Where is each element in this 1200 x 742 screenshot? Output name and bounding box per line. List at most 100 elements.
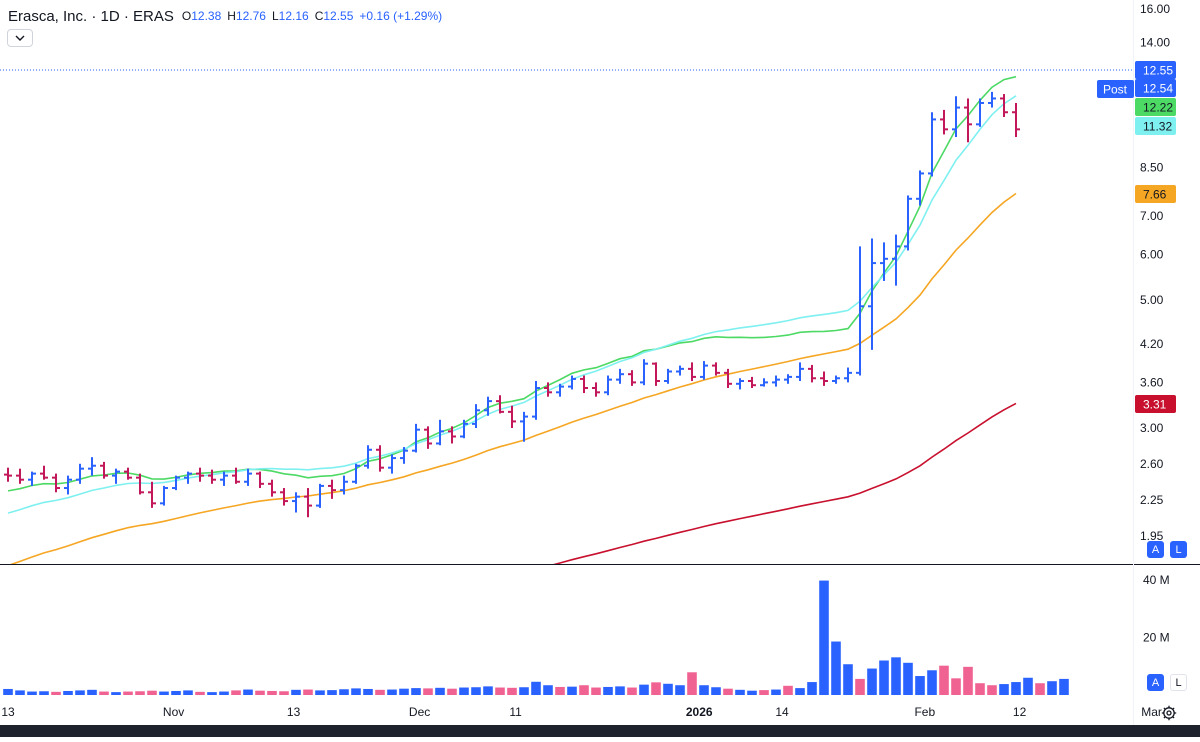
price-badges: 12.55 12.54 12.22 11.32 7.66 3.31 Post xyxy=(1097,61,1176,413)
price-badge-bg xyxy=(1135,185,1176,203)
ohlc-bar xyxy=(448,426,456,444)
volume-tick-label: 20 M xyxy=(1143,631,1170,645)
ohlc-bar xyxy=(796,362,804,382)
volume-bar xyxy=(339,689,349,695)
ohlc-bar xyxy=(724,368,732,389)
volume-bar xyxy=(939,665,949,695)
volume-bar xyxy=(255,690,265,695)
price-auto-scale-button[interactable]: A xyxy=(1147,541,1164,558)
ohlc-bar xyxy=(436,419,444,446)
price-badge: 12.22 xyxy=(1135,98,1176,116)
volume-bar xyxy=(303,689,313,695)
volume-bar xyxy=(135,691,145,695)
ohlc-bar xyxy=(484,396,492,416)
ohlc-bar xyxy=(904,195,912,251)
low-value: 12.16 xyxy=(278,9,309,23)
time-scale[interactable]: 13 Nov 13 Dec 11 2026 14 Feb 12 Mar xyxy=(1,705,1162,719)
volume-bar xyxy=(1011,682,1021,695)
volume-bar xyxy=(615,686,625,695)
ohlc-bars xyxy=(4,91,1020,518)
time-tick-label: Dec xyxy=(409,705,430,719)
ohlc-bar xyxy=(988,91,996,108)
price-badge: 3.31 xyxy=(1135,395,1176,413)
ohlc-bar xyxy=(388,454,396,474)
volume-bar xyxy=(27,691,37,695)
volume-auto-scale-button[interactable]: A xyxy=(1147,674,1164,691)
volume-log-scale-button[interactable]: L xyxy=(1170,674,1187,691)
ohlc-bar xyxy=(604,375,612,396)
price-tick-label: 3.60 xyxy=(1140,375,1164,389)
ohlc-bar xyxy=(772,375,780,387)
ohlc-bar xyxy=(508,405,516,428)
bottom-toolbar xyxy=(0,725,1200,737)
change-value: +0.16 (+1.29%) xyxy=(359,9,443,23)
volume-scale[interactable]: 40 M 20 M xyxy=(1143,573,1170,645)
ohlc-bar xyxy=(712,362,720,376)
volume-bar xyxy=(1059,678,1069,695)
ma-fast-line xyxy=(7,75,1017,492)
open-value: 12.38 xyxy=(191,9,222,23)
volume-bar xyxy=(975,683,985,695)
price-log-scale-button[interactable]: L xyxy=(1170,541,1187,558)
volume-bar xyxy=(723,688,733,695)
volume-bar xyxy=(75,690,85,695)
ohlc-bar xyxy=(868,238,876,350)
volume-bar xyxy=(603,686,613,695)
volume-bar xyxy=(435,687,445,695)
price-tick-label: 7.00 xyxy=(1140,209,1164,223)
ohlc-bar xyxy=(460,419,468,439)
ohlc-bar xyxy=(328,479,336,499)
ohlc-bar xyxy=(820,371,828,386)
volume-bar xyxy=(987,685,997,695)
ohlc-bar xyxy=(940,109,948,135)
volume-bar xyxy=(51,691,61,695)
volume-bar xyxy=(1047,681,1057,695)
price-tick-label: 2.25 xyxy=(1140,493,1164,507)
price-badge-bg xyxy=(1135,61,1176,79)
volume-bar xyxy=(267,690,277,695)
time-tick-label: 13 xyxy=(287,705,301,719)
ohlc-bar xyxy=(928,112,936,177)
chart-settings-button[interactable] xyxy=(1158,702,1180,724)
ohlc-bar xyxy=(952,96,960,138)
volume-bar xyxy=(783,685,793,695)
high-value: 12.76 xyxy=(235,9,266,23)
ohlc-bar xyxy=(880,242,888,281)
volume-bar xyxy=(315,690,325,695)
close-label: C xyxy=(314,9,324,23)
volume-bar xyxy=(459,687,469,695)
price-tick-label: 8.50 xyxy=(1140,160,1164,174)
ohlc-bar xyxy=(832,375,840,384)
ohlc-bar xyxy=(760,378,768,387)
volume-bar xyxy=(1035,683,1045,695)
volume-bar xyxy=(387,689,397,695)
ohlc-bar xyxy=(916,170,924,206)
volume-bar xyxy=(159,691,169,695)
ohlc-bar xyxy=(568,375,576,390)
ohlc-bar xyxy=(688,362,696,382)
ohlc-bar xyxy=(352,463,360,484)
volume-tick-label: 40 M xyxy=(1143,573,1170,587)
ohlc-bar xyxy=(16,468,24,484)
price-badge-bg xyxy=(1135,79,1176,97)
time-tick-label: 2026 xyxy=(686,705,713,719)
volume-bar xyxy=(183,690,193,695)
price-scale[interactable]: 16.00 14.00 8.50 7.00 6.00 5.00 4.20 3.60 3.00 2.… xyxy=(1140,2,1170,543)
symbol-title[interactable]: Erasca, Inc. · 1D · ERAS xyxy=(8,7,174,25)
price-tick-label: 6.00 xyxy=(1140,248,1164,262)
volume-bar xyxy=(111,692,121,695)
volume-bar xyxy=(195,691,205,695)
legend-collapse-button[interactable] xyxy=(7,29,33,47)
time-tick-label: Nov xyxy=(163,705,184,719)
price-tick-label: 1.95 xyxy=(1140,529,1164,543)
low-label: L xyxy=(271,9,279,23)
price-badge-bg xyxy=(1135,395,1176,413)
volume-bar xyxy=(15,690,25,695)
volume-bar xyxy=(711,687,721,695)
time-tick-label: 11 xyxy=(509,705,522,719)
volume-bar xyxy=(639,684,649,695)
ohlc-bar xyxy=(28,471,36,486)
volume-bar xyxy=(867,668,877,695)
